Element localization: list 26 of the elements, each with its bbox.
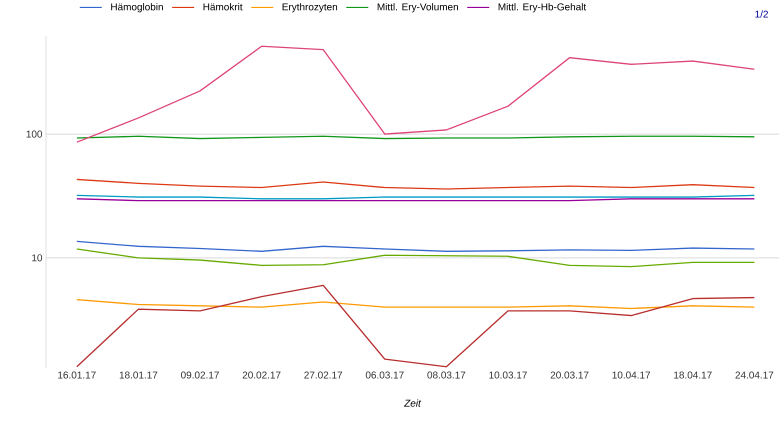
legend-label: Mittl. Ery-Volumen (378, 3, 458, 12)
legend-label: Hämokrit (204, 3, 243, 10)
x-tick-label: 18.01.17 (120, 372, 158, 379)
x-tick-label: 08.03.17 (427, 372, 466, 379)
x-tick-label: 18.04.17 (674, 372, 712, 379)
x-tick-label: 20.03.17 (550, 372, 588, 379)
legend-label: Hämoglobin (111, 3, 163, 12)
legend-label: Erythrozyten (282, 3, 338, 12)
x-tick-label: 10.04.17 (612, 372, 650, 379)
x-tick-label: 10.03.17 (489, 372, 527, 379)
line-series (76, 178, 756, 190)
line-series (76, 240, 756, 252)
x-tick-label: 24.04.17 (735, 372, 774, 379)
line-series (76, 284, 756, 368)
x-axis-title: Zeit (404, 399, 422, 407)
legend-label: Mittl. Ery-Hb-Gehalt (498, 3, 586, 12)
x-tick-label: 06.03.17 (366, 372, 404, 379)
y-tick-label: 10 (32, 254, 42, 262)
x-tick-label: 27.02.17 (304, 372, 342, 379)
x-tick-label: 16.01.17 (58, 372, 96, 379)
y-tick-label: 100 (26, 130, 42, 138)
x-tick-label: 09.02.17 (181, 372, 219, 379)
line-series (76, 248, 756, 268)
text: 1/2 (755, 10, 768, 18)
line-series (76, 46, 756, 143)
x-tick-label: 20.02.17 (242, 372, 280, 379)
